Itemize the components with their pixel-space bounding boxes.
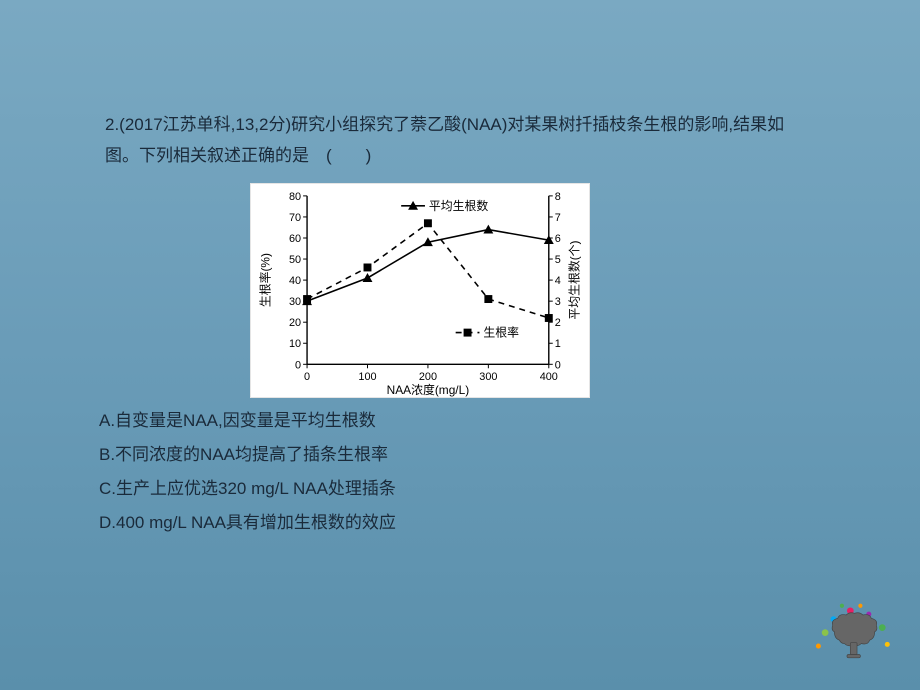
svg-text:平均生根数(个): 平均生根数(个)	[568, 241, 582, 320]
svg-text:20: 20	[289, 317, 301, 329]
svg-text:50: 50	[289, 254, 301, 266]
question-stem-line2: 图。下列相关叙述正确的是 ( )	[105, 141, 815, 172]
svg-text:100: 100	[358, 371, 376, 383]
naa-chart: 010203040506070800123456780100200300400N…	[250, 183, 590, 398]
svg-text:60: 60	[289, 233, 301, 245]
citation: 2.(2017江苏单科,13,2分)	[105, 115, 291, 134]
svg-text:0: 0	[555, 359, 561, 371]
svg-text:6: 6	[555, 233, 561, 245]
svg-text:80: 80	[289, 191, 301, 203]
svg-text:30: 30	[289, 296, 301, 308]
svg-text:5: 5	[555, 254, 561, 266]
svg-text:7: 7	[555, 212, 561, 224]
options-block: A.自变量是NAA,因变量是平均生根数 B.不同浓度的NAA均提高了插条生根率 …	[99, 404, 815, 540]
svg-text:1: 1	[555, 338, 561, 350]
brain-shape	[832, 613, 877, 658]
svg-text:4: 4	[555, 275, 561, 287]
brain-splash-icon	[810, 594, 894, 678]
svg-text:200: 200	[419, 371, 437, 383]
stem-part1: 研究小组探究了萘乙酸(NAA)对某果树扦插枝条生根的影响,结果如	[291, 115, 784, 134]
chart-svg: 010203040506070800123456780100200300400N…	[251, 184, 589, 397]
question-stem: 2.(2017江苏单科,13,2分)研究小组探究了萘乙酸(NAA)对某果树扦插枝…	[105, 110, 815, 141]
svg-text:2: 2	[555, 317, 561, 329]
svg-text:生根率(%): 生根率(%)	[258, 253, 272, 307]
svg-text:NAA浓度(mg/L): NAA浓度(mg/L)	[387, 383, 470, 397]
svg-text:8: 8	[555, 191, 561, 203]
svg-text:70: 70	[289, 212, 301, 224]
option-c: C.生产上应优选320 mg/L NAA处理插条	[99, 472, 815, 506]
option-a: A.自变量是NAA,因变量是平均生根数	[99, 404, 815, 438]
option-b: B.不同浓度的NAA均提高了插条生根率	[99, 438, 815, 472]
svg-text:0: 0	[295, 359, 301, 371]
svg-text:10: 10	[289, 338, 301, 350]
svg-text:3: 3	[555, 296, 561, 308]
option-d: D.400 mg/L NAA具有增加生根数的效应	[99, 506, 815, 540]
svg-text:平均生根数: 平均生根数	[429, 199, 488, 213]
svg-text:400: 400	[540, 371, 558, 383]
svg-text:生根率: 生根率	[483, 326, 519, 340]
svg-text:300: 300	[479, 371, 497, 383]
svg-text:0: 0	[304, 371, 310, 383]
svg-text:40: 40	[289, 275, 301, 287]
